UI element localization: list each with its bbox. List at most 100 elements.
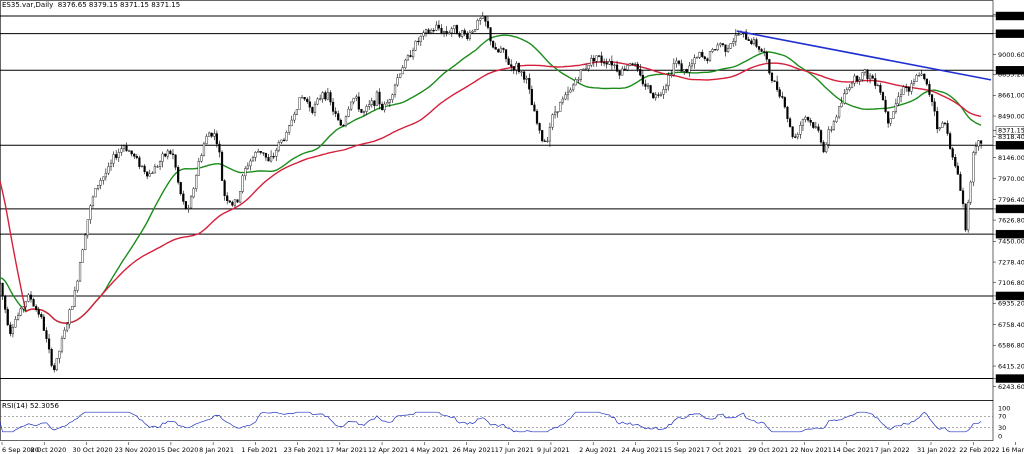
candle-body [174,154,177,168]
candle-body [91,196,95,207]
candle-body [239,191,242,203]
candle-body [27,294,30,302]
candle-body [497,49,500,53]
candle-body [476,20,479,30]
candle-body [458,33,461,37]
price-tick-label: 9173.67 [998,30,1024,38]
candle-body [430,29,433,34]
candle-body [99,180,102,186]
candle-body [600,55,603,63]
candle-body [884,99,887,112]
candle-body [35,306,38,310]
time-tick-label: 1 Feb 2021 [241,446,277,454]
candle-body [863,69,867,73]
candle-body [378,91,381,105]
price-tick-label: 7278.40 [998,258,1024,266]
price-tick-label: 7970.00 [998,175,1024,183]
candles [0,11,983,373]
candle-body [324,92,327,100]
candle-body [910,83,913,92]
candle-body [721,43,725,45]
candle-body [138,157,141,167]
candle-body [515,63,518,71]
candle-body [644,83,647,87]
price-tick-label: 7626.80 [998,216,1024,224]
time-tick-label: 8 Jan 2021 [199,446,234,454]
candle-body [24,301,27,308]
candle-body [373,100,376,106]
candle-body [308,101,311,108]
candle-body [734,34,737,42]
candle-body [685,68,688,73]
candle-body [417,40,420,43]
candle-body [783,97,786,108]
candle-body [89,205,92,220]
candle-body [579,69,583,80]
candle-body [192,188,195,198]
price-tick-label: 8490.00 [998,112,1024,120]
candle-body [164,153,167,157]
candle-body [171,153,175,156]
candle-body [698,52,701,58]
candle-body [133,153,136,157]
price-tick-label: 7450.00 [998,238,1024,246]
candle-body [94,188,97,198]
price-label-box [995,291,1024,301]
price-label-box [995,229,1024,239]
time-tick-label: 7 Jan 2022 [875,446,910,454]
candle-body [703,56,706,59]
candle-body [561,98,564,103]
candle-body [967,202,970,231]
candle-body [55,358,58,371]
candle-body [259,151,262,153]
candle-body [104,172,107,178]
candle-body [442,31,446,34]
candle-body [370,100,373,105]
candle-body [313,103,317,113]
price-tick-label: 7719.15 [998,205,1024,213]
time-tick-label: 14 Dec 2021 [833,446,875,454]
time-tick-label: 16 Mar 2022 [1001,446,1024,454]
candle-body [726,48,730,52]
candle-body [58,350,61,359]
candle-body [277,142,280,151]
candle-body [546,140,549,143]
candle-body [936,111,939,130]
candle-body [246,165,249,169]
time-tick-label: 15 Sep 2021 [664,446,705,454]
candle-body [435,24,438,31]
candle-body [337,113,340,121]
candle-body [949,133,952,149]
candle-body [757,46,761,50]
candle-body [419,35,422,42]
candle-body [535,110,539,124]
candle-body [830,129,833,131]
candle-body [510,64,513,67]
candle-body [502,47,505,50]
candle-body [732,41,735,44]
candle-body [228,200,231,203]
price-tick-label: 8247.59 [998,142,1024,150]
candle-body [153,166,157,174]
time-tick-label: 2 Aug 2021 [579,446,617,454]
candle-body [375,91,379,106]
time-tick-label: 17 Mar 2021 [326,446,367,454]
candle-body [541,130,544,142]
candle-body [357,96,360,110]
candle-body [827,129,830,145]
candle-body [166,150,169,157]
rsi-tick-label: 0 [998,432,1002,440]
candle-body [807,116,810,121]
candle-body [711,49,714,52]
candle-body [652,92,655,99]
candle-body [334,111,337,114]
candle-body [610,61,613,66]
candle-body [463,30,466,35]
candle-body [409,55,412,58]
symbol-label: ES35.var,Daily [2,1,54,9]
price-axis: 9332.459320.179173.679000.608870.218835.… [993,11,1024,391]
candle-body [626,65,629,70]
time-tick-label: 6 Sep 2020 [2,446,39,454]
sma-slow-line [0,61,982,324]
